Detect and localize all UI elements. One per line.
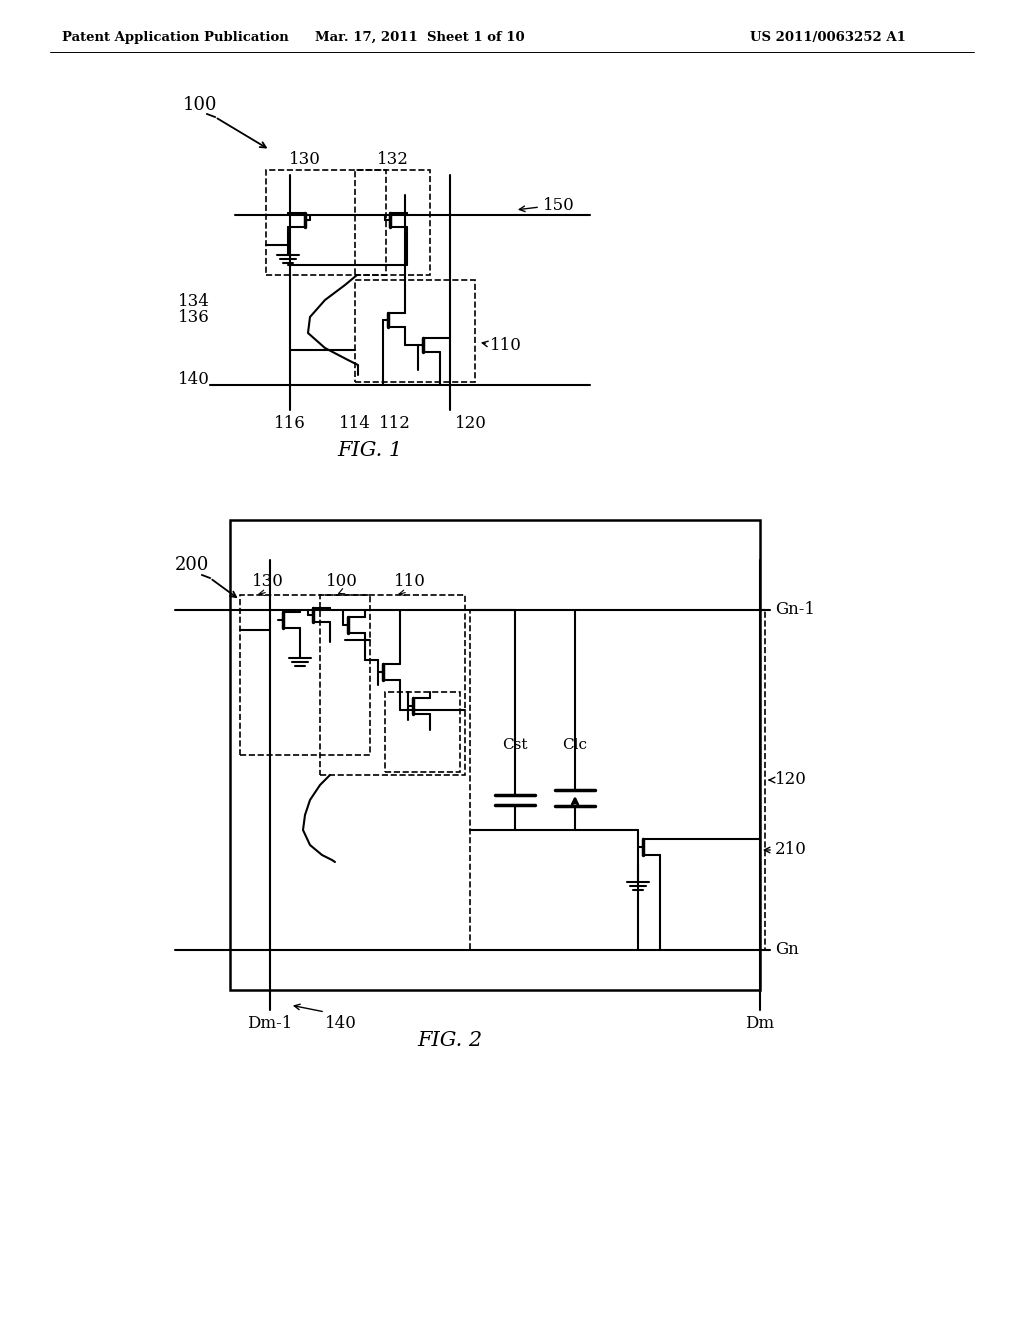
Text: 210: 210	[775, 842, 807, 858]
Text: 130: 130	[289, 152, 321, 169]
Text: FIG. 1: FIG. 1	[338, 441, 402, 459]
Text: FIG. 2: FIG. 2	[418, 1031, 482, 1049]
Text: Dm: Dm	[745, 1015, 774, 1032]
Text: 114: 114	[339, 414, 371, 432]
Text: Cst: Cst	[502, 738, 527, 752]
Bar	[240, 595, 370, 755]
Bar	[230, 520, 760, 990]
Text: Mar. 17, 2011  Sheet 1 of 10: Mar. 17, 2011 Sheet 1 of 10	[315, 30, 525, 44]
Text: 134: 134	[178, 293, 210, 310]
Text: 140: 140	[325, 1015, 357, 1032]
Text: 150: 150	[543, 197, 574, 214]
Text: 120: 120	[775, 771, 807, 788]
Text: 120: 120	[455, 414, 486, 432]
Bar	[355, 170, 430, 275]
Text: US 2011/0063252 A1: US 2011/0063252 A1	[750, 30, 906, 44]
Text: Clc: Clc	[562, 738, 588, 752]
Text: Gn-1: Gn-1	[775, 602, 815, 619]
Bar	[385, 692, 460, 772]
Bar	[355, 280, 475, 381]
Text: 200: 200	[175, 556, 209, 574]
Text: 132: 132	[377, 152, 409, 169]
Text: 140: 140	[178, 371, 210, 388]
Bar	[319, 595, 465, 775]
Text: 100: 100	[326, 573, 358, 590]
Text: 136: 136	[178, 309, 210, 326]
Bar	[266, 170, 386, 275]
Text: 110: 110	[490, 337, 522, 354]
Text: Patent Application Publication: Patent Application Publication	[62, 30, 289, 44]
Text: 112: 112	[379, 414, 411, 432]
Text: Dm-1: Dm-1	[248, 1015, 293, 1032]
Bar	[470, 610, 765, 950]
Text: 116: 116	[274, 414, 306, 432]
Text: Gn: Gn	[775, 941, 799, 958]
Text: 100: 100	[183, 96, 217, 114]
Text: 110: 110	[394, 573, 426, 590]
Text: 130: 130	[252, 573, 284, 590]
